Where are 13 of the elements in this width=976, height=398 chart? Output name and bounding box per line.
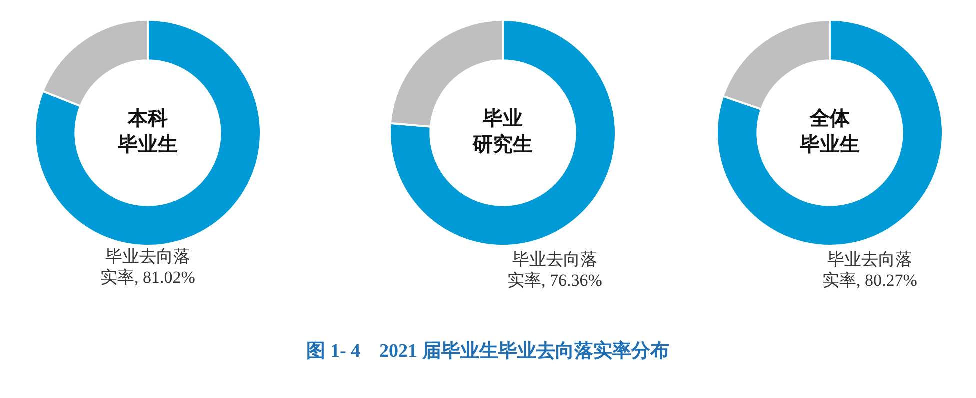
text: 毕业生 — [117, 133, 179, 158]
slice-label: 毕业去向落实率, 80.27% — [822, 249, 918, 291]
text: 毕业生 — [799, 133, 861, 158]
slice-label: 毕业去向落实率, 81.02% — [100, 246, 196, 288]
text: 毕业 — [482, 107, 524, 132]
text: 本科 — [126, 107, 169, 132]
donut-slice — [389, 19, 617, 247]
text: 全体 — [808, 107, 851, 132]
slice-label: 毕业去向落实率, 76.36% — [506, 249, 604, 291]
donut-slice — [34, 19, 262, 247]
donut-slice — [716, 19, 944, 247]
text: 研究生 — [472, 132, 534, 158]
caption: 图 1- 4 2021 届毕业生毕业去向落实率分布 — [306, 340, 670, 364]
